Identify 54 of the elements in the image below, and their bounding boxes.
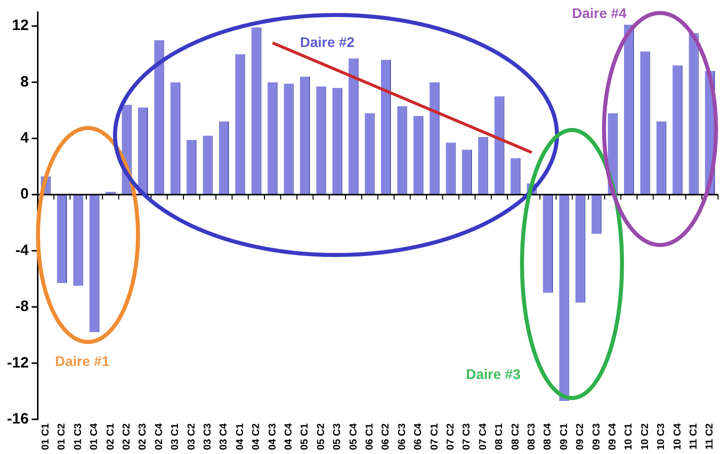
y-tick-label: -4 — [15, 242, 30, 259]
x-tick-label: 01 C3 — [72, 422, 84, 450]
y-tick-label: 8 — [20, 73, 29, 90]
x-tick-label: 07 C3 — [462, 422, 473, 450]
annotation: Daire #2 — [300, 34, 354, 50]
x-tick-label: 01 C1 — [40, 422, 52, 450]
x-tick-label: 07 C2 — [446, 422, 457, 450]
x-tick-label: 08 C1 — [494, 422, 506, 450]
x-tick-label: 01 C2 — [56, 422, 68, 450]
y-tick-label: -16 — [6, 410, 29, 428]
x-tick-label: 07 C4 — [478, 422, 489, 450]
y-tick-label: -12 — [6, 354, 29, 372]
x-tick-label: 10 C3 — [656, 422, 668, 450]
x-tick-label: 02 C3 — [138, 422, 149, 450]
x-tick-label: 03 C2 — [186, 422, 198, 450]
x-tick-label: 04 C3 — [267, 422, 278, 450]
annotation: Daire #3 — [466, 366, 520, 382]
x-tick-label: 06 C4 — [413, 422, 424, 450]
x-tick-label: 03 C1 — [170, 422, 182, 450]
annotation: Daire #4 — [572, 5, 626, 21]
x-tick-label: 04 C2 — [251, 422, 262, 450]
y-tick-label: -8 — [15, 298, 29, 316]
x-tick-label: 05 C1 — [300, 422, 311, 450]
x-tick-label: 09 C1 — [558, 422, 570, 450]
x-tick-label: 10 C4 — [672, 422, 684, 450]
x-tick-label: 09 C3 — [591, 422, 602, 450]
x-tick-label: 11 C2 — [704, 422, 716, 450]
x-tick-label: 08 C4 — [542, 422, 554, 450]
y-tick-label: 4 — [20, 130, 30, 147]
x-tick-label: 09 C4 — [608, 422, 619, 450]
x-tick-label: 02 C2 — [122, 422, 133, 450]
x-tick-label: 05 C3 — [332, 422, 344, 450]
x-tick-label: 10 C2 — [640, 422, 651, 450]
x-tick-label: 04 C1 — [234, 422, 246, 450]
x-tick-label: 06 C1 — [364, 422, 376, 450]
x-tick-label: 07 C1 — [429, 422, 440, 450]
x-tick-label: 06 C3 — [396, 422, 408, 450]
x-tick-label: 09 C2 — [575, 422, 586, 450]
x-tick-label: 04 C4 — [284, 422, 295, 450]
x-tick-label: 05 C4 — [348, 422, 360, 450]
x-tick-label: 02 C1 — [105, 422, 116, 450]
x-tick-label: 08 C3 — [526, 422, 538, 450]
x-tick-label: 05 C2 — [316, 422, 327, 450]
annotation: Daire #1 — [55, 353, 110, 369]
x-tick-label: 01 C4 — [89, 422, 100, 450]
y-tick-label: 0 — [20, 186, 29, 203]
x-tick-label: 10 C1 — [624, 422, 635, 450]
x-tick-label: 02 C4 — [154, 422, 165, 450]
x-tick-label: 08 C2 — [510, 422, 522, 450]
y-tick-label: 12 — [12, 17, 29, 34]
x-tick-label: 03 C4 — [218, 422, 230, 450]
x-tick-label: 06 C2 — [380, 422, 392, 450]
x-tick-label: 11 C1 — [688, 422, 700, 450]
x-tick-label: 03 C3 — [202, 422, 214, 450]
